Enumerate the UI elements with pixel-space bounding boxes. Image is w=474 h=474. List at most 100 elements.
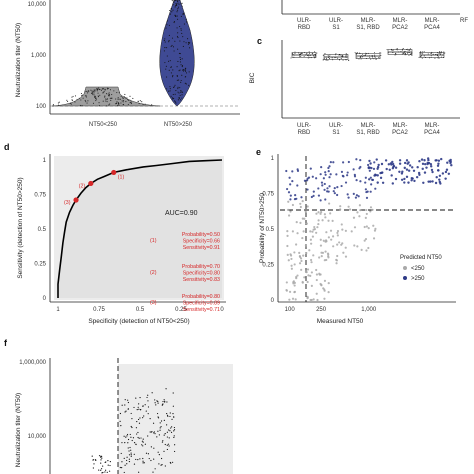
bic-point xyxy=(365,52,367,54)
bic-point xyxy=(380,52,382,54)
violin-point xyxy=(176,15,178,17)
panel-c-category-label: MLR- xyxy=(361,123,376,129)
bic-point xyxy=(360,58,362,60)
violin-point xyxy=(173,86,175,88)
panel-d-xtick: 0 xyxy=(220,307,224,313)
violin-point xyxy=(57,102,59,104)
titer-point xyxy=(159,429,161,431)
titer-point xyxy=(172,413,174,415)
probability-point xyxy=(342,161,345,164)
violin-point xyxy=(102,100,104,102)
violin-point xyxy=(109,89,112,91)
bic-point xyxy=(423,55,425,57)
violin-point xyxy=(182,70,185,72)
panel-d-label: d xyxy=(4,142,10,152)
titer-point xyxy=(157,451,159,453)
probability-point xyxy=(328,185,331,188)
violin-point xyxy=(172,4,174,6)
probability-point xyxy=(368,159,371,163)
violin-point xyxy=(168,34,170,37)
violin-point xyxy=(177,7,179,9)
probability-point xyxy=(333,192,336,195)
bic-point xyxy=(356,53,358,55)
probability-point xyxy=(450,164,453,167)
panel-e-ytick: 0 xyxy=(271,298,275,304)
violin-point xyxy=(108,94,110,96)
probability-point xyxy=(303,179,307,182)
panel-f-ylabel: Neutralization titer (NT50) xyxy=(15,393,22,467)
bic-point xyxy=(308,55,310,57)
titer-point xyxy=(127,442,129,444)
bic-point xyxy=(311,57,313,59)
bic-point xyxy=(374,57,376,59)
violin-point xyxy=(130,103,132,105)
bic-point xyxy=(407,49,409,51)
bic-point xyxy=(443,51,445,53)
probability-point xyxy=(446,161,449,164)
titer-point xyxy=(100,455,102,457)
violin-point xyxy=(166,20,168,22)
bic-point xyxy=(367,52,369,54)
violin-point xyxy=(124,97,127,99)
titer-point xyxy=(137,406,139,408)
titer-point xyxy=(138,408,140,410)
probability-point xyxy=(321,219,324,222)
probability-point xyxy=(318,256,321,259)
violin-point xyxy=(175,3,177,5)
probability-point xyxy=(405,168,409,171)
roc-curve xyxy=(57,159,223,298)
titer-point xyxy=(100,462,102,464)
titer-point xyxy=(164,400,166,402)
probability-point xyxy=(371,178,375,182)
violin-point xyxy=(184,70,187,72)
probability-point xyxy=(364,237,368,241)
titer-point xyxy=(126,433,129,436)
probability-point xyxy=(308,249,311,252)
titer-point xyxy=(143,462,145,464)
probability-point xyxy=(423,159,426,162)
titer-point xyxy=(149,431,151,433)
violin-point xyxy=(105,98,107,100)
bic-point xyxy=(308,51,310,53)
probability-point xyxy=(328,165,331,168)
panel-b-category-label: RBD xyxy=(298,25,311,31)
panel-c-category-label: S1 xyxy=(332,130,340,136)
bic-point xyxy=(299,56,301,58)
titer-point xyxy=(162,403,164,405)
titer-point xyxy=(156,400,158,402)
probability-point xyxy=(444,170,448,174)
violin-point xyxy=(178,97,180,99)
violin-point xyxy=(102,92,104,94)
titer-point xyxy=(158,463,160,465)
probability-point xyxy=(293,251,296,254)
violin-point xyxy=(188,84,190,86)
bic-point xyxy=(395,48,397,50)
violin-point xyxy=(122,97,124,99)
bic-point xyxy=(312,55,314,57)
panel-c-ylabel: BIC xyxy=(249,72,256,83)
titer-point xyxy=(126,456,128,458)
titer-point xyxy=(168,437,170,439)
probability-point xyxy=(323,188,326,191)
titer-point xyxy=(128,454,131,456)
violin-point xyxy=(179,69,181,71)
violin-point xyxy=(179,58,182,61)
roc-threshold-label: (3) xyxy=(64,200,71,206)
probability-point xyxy=(326,252,330,255)
probability-point xyxy=(403,181,406,184)
bic-point xyxy=(410,48,411,50)
bic-point xyxy=(311,52,313,54)
titer-point xyxy=(157,400,159,403)
probability-point xyxy=(364,181,367,184)
titer-point xyxy=(164,465,166,467)
bic-point xyxy=(405,54,407,56)
violin-point xyxy=(168,41,170,43)
probability-point xyxy=(291,230,294,233)
titer-point xyxy=(130,449,132,451)
probability-point xyxy=(405,159,409,162)
probability-point xyxy=(328,202,331,205)
probability-point xyxy=(373,229,377,232)
bic-point xyxy=(437,52,439,54)
bic-point xyxy=(421,57,423,59)
bic-point xyxy=(299,54,301,56)
